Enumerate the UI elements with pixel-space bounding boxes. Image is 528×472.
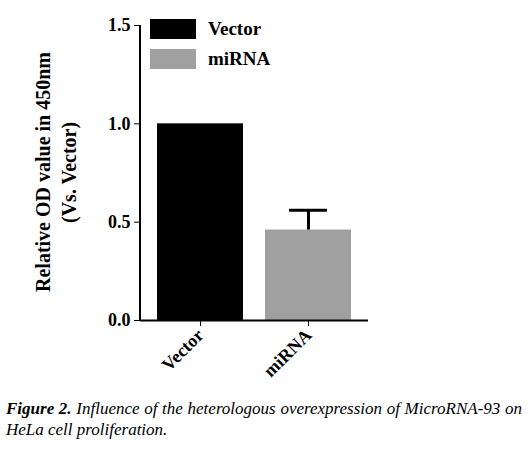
svg-text:0.5: 0.5: [108, 212, 131, 232]
html-text:Figure 2. Influence of the het: Figure 2. Influence of the heterologous …: [6, 399, 522, 440]
html-text:(Vs. Vector): (Vs. Vector): [58, 122, 80, 223]
svg-text:Vector: Vector: [158, 325, 208, 375]
svg-text:miRNA: miRNA: [260, 325, 316, 381]
svg-text:0.0: 0.0: [108, 310, 131, 330]
html-text:miRNA: miRNA: [208, 48, 271, 69]
html-text:Relative OD value in 450nm: Relative OD value in 450nm: [32, 52, 54, 293]
html-text:Vector: Vector: [208, 18, 262, 39]
svg-text:1.5: 1.5: [108, 15, 131, 35]
svg-text:1.0: 1.0: [108, 114, 131, 134]
